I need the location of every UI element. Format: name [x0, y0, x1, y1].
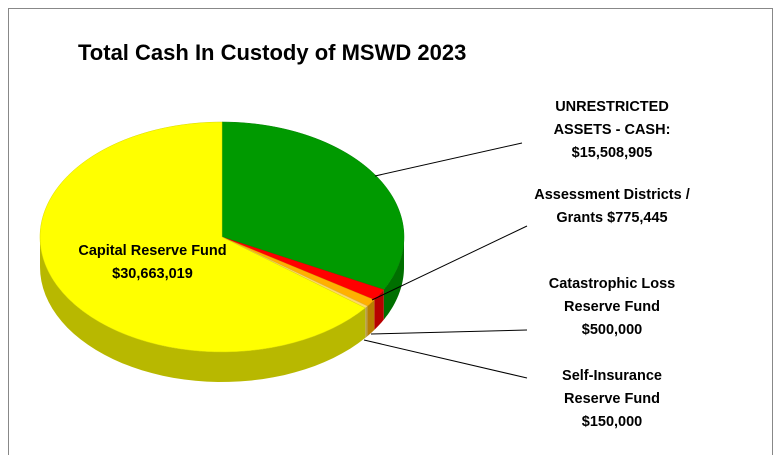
value-label: $500,000 [581, 322, 643, 338]
chart-title: Total Cash In Custody of MSWD 2023 [78, 40, 467, 65]
pie-side [374, 289, 384, 330]
chart-frame [8, 8, 773, 455]
pie-slice [39, 121, 366, 353]
data-label: Catastrophic Loss Reserve Fund $500,000 [532, 273, 692, 342]
data-label: Self-Insurance Reserve Fund $150,000 [532, 365, 692, 434]
pie-side [367, 299, 375, 337]
pie-side [365, 306, 368, 338]
leader-line [371, 225, 528, 301]
value-label: $150,000 [581, 414, 643, 430]
data-label: Assessment Districts / Grants $775,445 [532, 184, 692, 230]
pie-slice [221, 121, 405, 291]
data-label: UNRESTRICTED ASSETS - CASH: $15,508,905 [532, 96, 692, 165]
category-label: Catastrophic Loss Reserve Fund [548, 276, 676, 315]
pie-side [40, 237, 366, 382]
pie-side [383, 237, 404, 320]
category-label: Self-Insurance Reserve Fund [562, 368, 662, 407]
value-label: $775,445 [607, 210, 668, 226]
leader-line [374, 142, 523, 177]
leader-line [370, 329, 528, 335]
category-label: Assessment Districts / Grants [534, 187, 690, 226]
value-label: $30,663,019 [112, 266, 193, 282]
data-label: Capital Reserve Fund $30,663,019 [70, 240, 235, 286]
value-label: $15,508,905 [571, 145, 653, 161]
leader-line [363, 339, 528, 379]
category-label: Capital Reserve Fund [78, 243, 227, 259]
category-label: UNRESTRICTED ASSETS - CASH: [553, 99, 671, 138]
